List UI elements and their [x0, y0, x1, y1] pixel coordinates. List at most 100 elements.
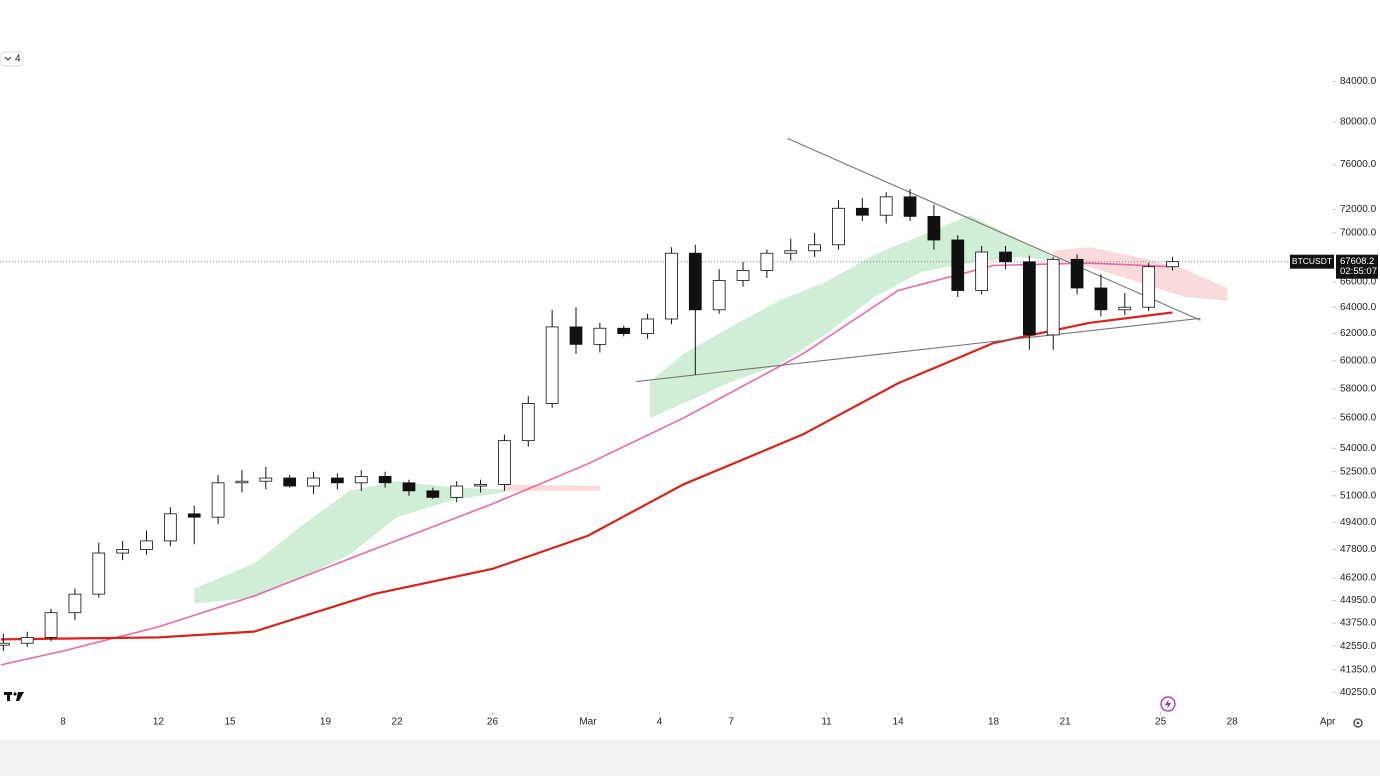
trendline — [636, 317, 1201, 383]
candle-body — [545, 326, 559, 404]
candle-body — [760, 252, 774, 271]
candle-body — [354, 476, 368, 484]
x-tick-label: 25 — [1155, 717, 1167, 728]
candle-body — [0, 642, 10, 646]
x-tick-label: 22 — [391, 717, 403, 728]
candle-body — [712, 280, 726, 311]
candle-body — [593, 327, 607, 345]
candle-body — [307, 477, 320, 487]
countdown-label: 02:55:07 — [1340, 266, 1377, 277]
y-tick-label: 49400.0 — [1340, 517, 1377, 528]
candle-body — [832, 207, 845, 246]
indicator-count: 4 — [15, 54, 21, 65]
y-tick-label: 40250.0 — [1340, 687, 1377, 698]
y-tick-label: 56000.0 — [1340, 413, 1377, 424]
y-tick-label: 64000.0 — [1340, 302, 1377, 313]
y-tick-label: 58000.0 — [1340, 384, 1377, 395]
y-tick-label: 54000.0 — [1340, 443, 1377, 454]
x-tick-label: Mar — [579, 717, 597, 728]
moving-average — [0, 262, 1173, 666]
candle-body — [331, 477, 344, 484]
candle-body — [44, 612, 58, 638]
candle-body — [402, 482, 416, 492]
y-tick-label: 70000.0 — [1340, 227, 1377, 238]
y-tick-label: 43750.0 — [1340, 618, 1377, 629]
candle-body — [665, 252, 678, 320]
y-tick-label: 46200.0 — [1340, 572, 1377, 583]
y-tick-label: 51000.0 — [1340, 490, 1377, 501]
trendline — [787, 137, 1201, 321]
candle-body — [498, 440, 511, 485]
lightning-button[interactable] — [1160, 696, 1176, 712]
candle-body — [1046, 258, 1060, 336]
candle-body — [927, 215, 941, 241]
x-tick-label: 7 — [728, 717, 734, 728]
cloud — [504, 484, 600, 491]
x-tick-label: 12 — [153, 717, 165, 728]
x-tick-label: 28 — [1227, 717, 1239, 728]
candle-body — [784, 250, 798, 254]
y-tick-label: 76000.0 — [1340, 159, 1377, 170]
candle-body — [474, 484, 487, 487]
candle-body — [521, 402, 535, 442]
symbol-label: BTCUSDT — [1292, 256, 1332, 266]
x-tick-label: 11 — [821, 717, 832, 728]
candle-body — [140, 540, 153, 550]
x-tick-label: 18 — [988, 717, 1000, 728]
candle-body — [569, 326, 583, 345]
tv-logo — [4, 692, 24, 701]
candle-body — [736, 270, 750, 281]
x-tick-label: 21 — [1060, 717, 1072, 728]
price-badge — [1336, 254, 1378, 279]
y-tick-label: 44950.0 — [1340, 595, 1377, 606]
settings-button[interactable] — [1353, 718, 1363, 728]
x-tick-label: Apr — [1320, 717, 1336, 728]
candle-body — [1142, 266, 1156, 308]
x-tick-label: 19 — [320, 717, 332, 728]
y-tick-label: 72000.0 — [1340, 204, 1377, 215]
x-tick-label: 26 — [487, 717, 499, 728]
candle-body — [259, 477, 273, 482]
candle-body — [283, 477, 297, 487]
candle-body — [1022, 261, 1036, 336]
candle-body — [975, 251, 988, 291]
y-tick-label: 84000.0 — [1340, 76, 1377, 87]
x-tick-label: 8 — [60, 717, 66, 728]
candle-body — [999, 251, 1012, 263]
candle-body — [879, 196, 893, 216]
symbol-badge — [1290, 254, 1334, 269]
moving-average — [0, 311, 1173, 641]
candle-body — [92, 552, 106, 595]
candle-body — [808, 244, 821, 252]
y-tick-label: 47800.0 — [1340, 544, 1377, 555]
candle-body — [1166, 261, 1179, 268]
candle-body — [951, 239, 965, 291]
candle-body — [20, 637, 34, 644]
footer-band — [0, 740, 1380, 776]
candle-body — [187, 513, 201, 518]
cloud — [194, 481, 505, 604]
y-tick-label: 66000.0 — [1340, 276, 1377, 287]
y-tick-label: 52500.0 — [1340, 466, 1377, 477]
x-tick-label: 15 — [224, 717, 236, 728]
candle-body — [903, 196, 917, 217]
candle-body — [116, 549, 130, 554]
cloud — [1053, 247, 1228, 301]
candle-body — [688, 252, 702, 311]
y-tick-label: 62000.0 — [1340, 328, 1377, 339]
candle-body — [164, 513, 177, 542]
candle-body — [855, 207, 869, 216]
candle-body — [617, 327, 631, 334]
indicator-toggle[interactable] — [0, 51, 24, 67]
last-price-label: 67608.2 — [1340, 256, 1374, 267]
y-tick-label: 60000.0 — [1340, 355, 1377, 366]
candle-body — [235, 480, 249, 484]
candle-body — [68, 593, 82, 614]
candle-body — [1070, 258, 1084, 289]
candle-body — [641, 318, 654, 334]
candle-body — [1094, 287, 1108, 311]
y-tick-label: 80000.0 — [1340, 117, 1377, 128]
x-tick-label: 14 — [893, 717, 905, 728]
